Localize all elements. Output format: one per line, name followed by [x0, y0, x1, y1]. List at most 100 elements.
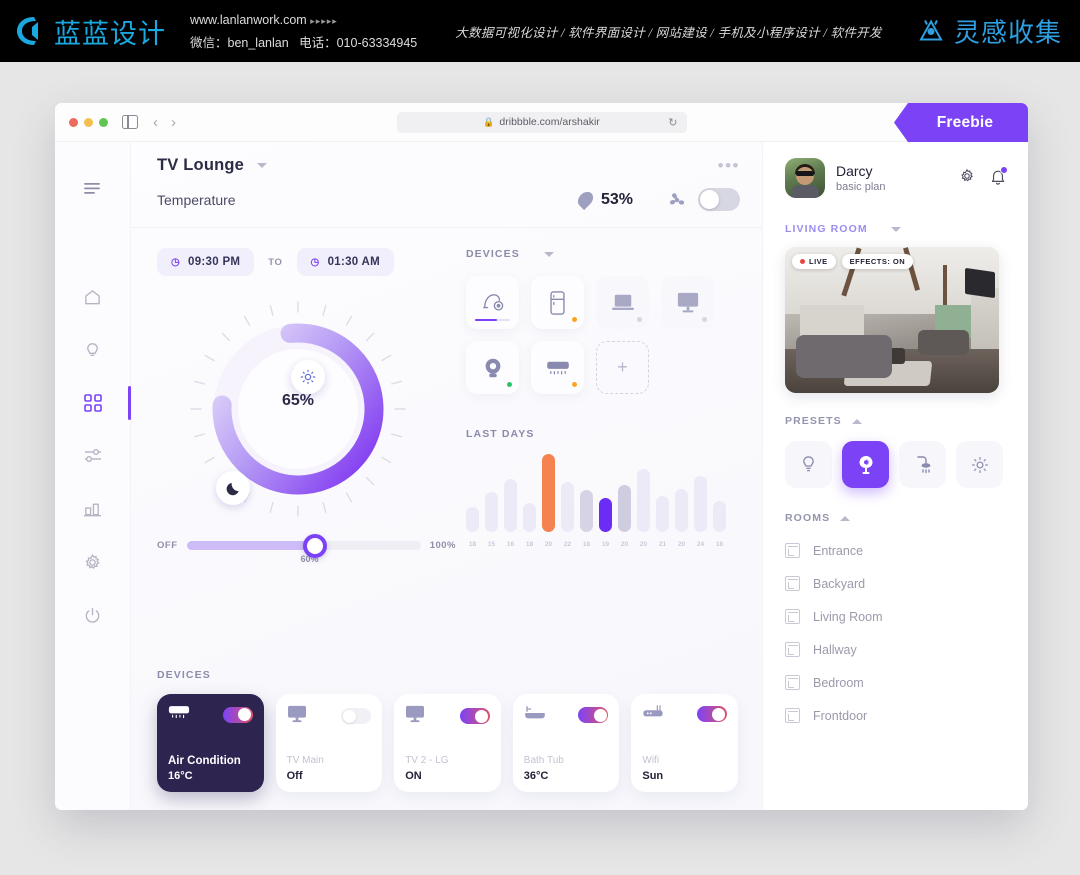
chart-x-label: 18	[468, 541, 477, 548]
preset-shower[interactable]	[899, 441, 946, 488]
app-shell: TV Lounge ••• Temperature 53%	[55, 142, 1028, 810]
chart-bar	[694, 475, 707, 532]
devices-section-title: DEVICES	[466, 248, 520, 260]
bell-icon[interactable]	[990, 165, 1008, 189]
notification-badge	[1000, 165, 1008, 174]
more-horizontal-icon[interactable]: •••	[717, 155, 740, 175]
slider-track[interactable]	[186, 533, 421, 558]
chart-x-label: 24	[696, 541, 705, 548]
device-tiles-grid: +	[466, 276, 738, 394]
list-item[interactable]: Living Room	[785, 600, 1006, 633]
chart-x-label: 21	[658, 541, 667, 548]
add-device-button[interactable]: +	[596, 341, 649, 394]
chevron-up-icon[interactable]	[840, 515, 851, 521]
sidebar-toggle-icon[interactable]	[122, 114, 138, 130]
chart-x-label: 22	[563, 541, 572, 548]
device-card[interactable]: Air Condition 16°C	[157, 694, 264, 792]
device-toggle[interactable]	[578, 707, 609, 723]
sidebar-item-power[interactable]	[73, 595, 113, 635]
chevron-down-icon[interactable]	[543, 251, 554, 257]
list-item[interactable]: Hallway	[785, 633, 1006, 666]
preset-brightness[interactable]	[956, 441, 1003, 488]
banner-brand-text: 灵感收集	[953, 18, 1062, 48]
maximize-window-button[interactable]	[99, 117, 108, 127]
chevron-down-icon[interactable]	[257, 163, 268, 168]
address-bar[interactable]: 🔒 dribbble.com/arshakir ↻	[396, 111, 687, 133]
chart-bar	[656, 495, 669, 532]
browser-chrome: ‹ › 🔒 dribbble.com/arshakir ↻ Freebie	[55, 103, 1028, 142]
slider-knob[interactable]	[303, 533, 328, 558]
sidebar-item-controls[interactable]	[73, 436, 113, 476]
dial-column: ◷ 09:30 PM TO ◷ 01:30 AM	[131, 248, 456, 655]
device-toggle[interactable]	[696, 706, 727, 722]
list-item[interactable]: Backyard	[785, 567, 1006, 600]
device-tile-vacuum[interactable]	[466, 276, 519, 329]
device-toggle[interactable]	[459, 708, 490, 724]
banner-services: 大数据可视化设计 / 软件界面设计 / 网站建设 / 手机及小程序设计 / 软件…	[455, 25, 882, 40]
preset-fan[interactable]	[842, 441, 889, 488]
dial-value: 65%	[281, 392, 315, 409]
device-tile-camera[interactable]	[466, 341, 519, 394]
fan-toggle[interactable]	[698, 188, 740, 211]
sidebar-item-dashboard[interactable]	[73, 383, 131, 423]
device-tile-ac[interactable]	[531, 341, 584, 394]
list-item[interactable]: Entrance	[785, 534, 1006, 567]
presets-label: PRESETS	[785, 415, 1006, 427]
chevron-down-icon[interactable]	[890, 226, 901, 232]
device-toggle[interactable]	[341, 708, 372, 724]
device-card[interactable]: TV 2 - LG ON	[394, 694, 501, 792]
chart-title: LAST DAYS	[466, 428, 535, 440]
list-item[interactable]: Frontdoor	[785, 699, 1006, 732]
fan-control	[667, 188, 740, 211]
brightness-slider[interactable]: OFF 100%	[157, 533, 456, 558]
device-card[interactable]: Wifi Sun	[631, 694, 738, 792]
sidebar-item-stats[interactable]	[73, 489, 113, 529]
sidebar-item-lighting[interactable]	[73, 330, 113, 370]
clock-icon: ◷	[310, 256, 320, 268]
room-label: Bedroom	[813, 675, 864, 690]
list-item[interactable]: Bedroom	[785, 666, 1006, 699]
device-toggle[interactable]	[222, 706, 253, 723]
close-window-button[interactable]	[69, 117, 78, 127]
chart-x-label: 20	[677, 541, 686, 548]
forward-button[interactable]: ›	[171, 113, 176, 131]
menu-icon[interactable]	[73, 169, 113, 209]
schedule-from-pill[interactable]: ◷ 09:30 PM	[157, 248, 255, 276]
window-controls[interactable]	[69, 117, 108, 127]
room-header: TV Lounge ••• Temperature 53%	[131, 142, 762, 228]
chart-x-label: 18	[525, 541, 534, 548]
preset-bulb[interactable]	[785, 441, 832, 488]
chart-bar	[561, 482, 574, 532]
device-tile-laptop[interactable]	[596, 276, 649, 329]
sidebar-item-home[interactable]	[73, 277, 113, 317]
device-card[interactable]: Bath Tub 36°C	[512, 694, 620, 792]
living-room-preview[interactable]: LIVE EFFECTS: ON	[785, 247, 999, 393]
chart-x-label: 19	[601, 541, 610, 548]
banner-wechat: 微信：ben_lanlan	[190, 35, 289, 50]
chevron-up-icon[interactable]	[851, 418, 862, 424]
device-card-value: Sun	[642, 770, 664, 782]
room-label: Backyard	[813, 576, 866, 591]
schedule-to-pill[interactable]: ◷ 01:30 AM	[296, 248, 395, 276]
temperature-dial[interactable]: 65%	[153, 284, 443, 534]
back-button[interactable]: ‹	[153, 113, 158, 131]
device-tile-fridge[interactable]	[531, 276, 584, 329]
moon-icon[interactable]	[216, 471, 250, 505]
clock-icon: ◷	[171, 256, 181, 268]
minimize-window-button[interactable]	[84, 117, 93, 127]
device-tile-monitor[interactable]	[661, 276, 714, 329]
chart-bar	[618, 484, 631, 532]
sidebar-item-settings[interactable]	[73, 542, 113, 582]
gear-icon[interactable]	[959, 168, 975, 188]
device-card-name: Air Condition	[168, 755, 241, 767]
lock-icon: 🔒	[483, 116, 495, 127]
presets-row	[785, 441, 1006, 488]
freebie-ribbon[interactable]: Freebie	[894, 103, 1028, 142]
temperature-label: Temperature	[157, 191, 236, 208]
sun-icon[interactable]	[291, 360, 325, 394]
reload-icon[interactable]: ↻	[668, 116, 678, 129]
room-label: Hallway	[813, 642, 857, 657]
device-card[interactable]: TV Main Off	[275, 694, 383, 792]
user-profile[interactable]: Darcy basic plan	[785, 158, 1008, 198]
site-banner: 蓝蓝设计 www.lanlanwork.com ▸▸▸▸▸ 微信：ben_lan…	[0, 0, 1080, 62]
